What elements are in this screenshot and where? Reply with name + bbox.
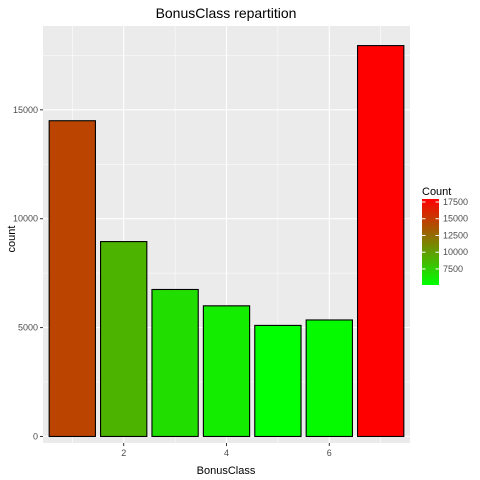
- legend-colorbar: [422, 199, 439, 285]
- y-tick-label: 10000: [13, 214, 38, 224]
- x-tick-label: 6: [327, 448, 332, 458]
- legend-ticks: 7500 10000 12500 15000 17500: [422, 197, 468, 274]
- legend-tick-label: 12500: [443, 230, 468, 240]
- y-axis-title: count: [6, 226, 18, 253]
- legend-tick-label: 17500: [443, 197, 468, 207]
- legend-tick-label: 10000: [443, 247, 468, 257]
- y-tick-label: 0: [33, 431, 38, 441]
- y-tick-label: 15000: [13, 105, 38, 115]
- bar-4: [202, 305, 251, 438]
- y-tick-label: 5000: [18, 323, 38, 333]
- legend: Count 7500 10000 12500 15000 17500: [422, 186, 468, 285]
- bar-1: [48, 120, 96, 438]
- legend-tick-label: 7500: [443, 264, 463, 274]
- bar-3: [151, 288, 199, 438]
- bars: [48, 45, 405, 438]
- x-tick-label: 2: [121, 448, 126, 458]
- bar-5: [254, 324, 302, 438]
- bar-6: [305, 319, 353, 438]
- legend-title: Count: [422, 186, 451, 198]
- bar-2: [100, 241, 148, 438]
- x-axis: 2 4 6: [121, 443, 332, 458]
- legend-tick-label: 15000: [443, 214, 468, 224]
- x-tick-label: 4: [224, 448, 229, 458]
- bar-7: [357, 45, 405, 438]
- chart-title: BonusClass repartition: [156, 5, 297, 21]
- y-axis: 0 5000 10000 15000: [13, 105, 43, 441]
- x-axis-title: BonusClass: [197, 465, 256, 477]
